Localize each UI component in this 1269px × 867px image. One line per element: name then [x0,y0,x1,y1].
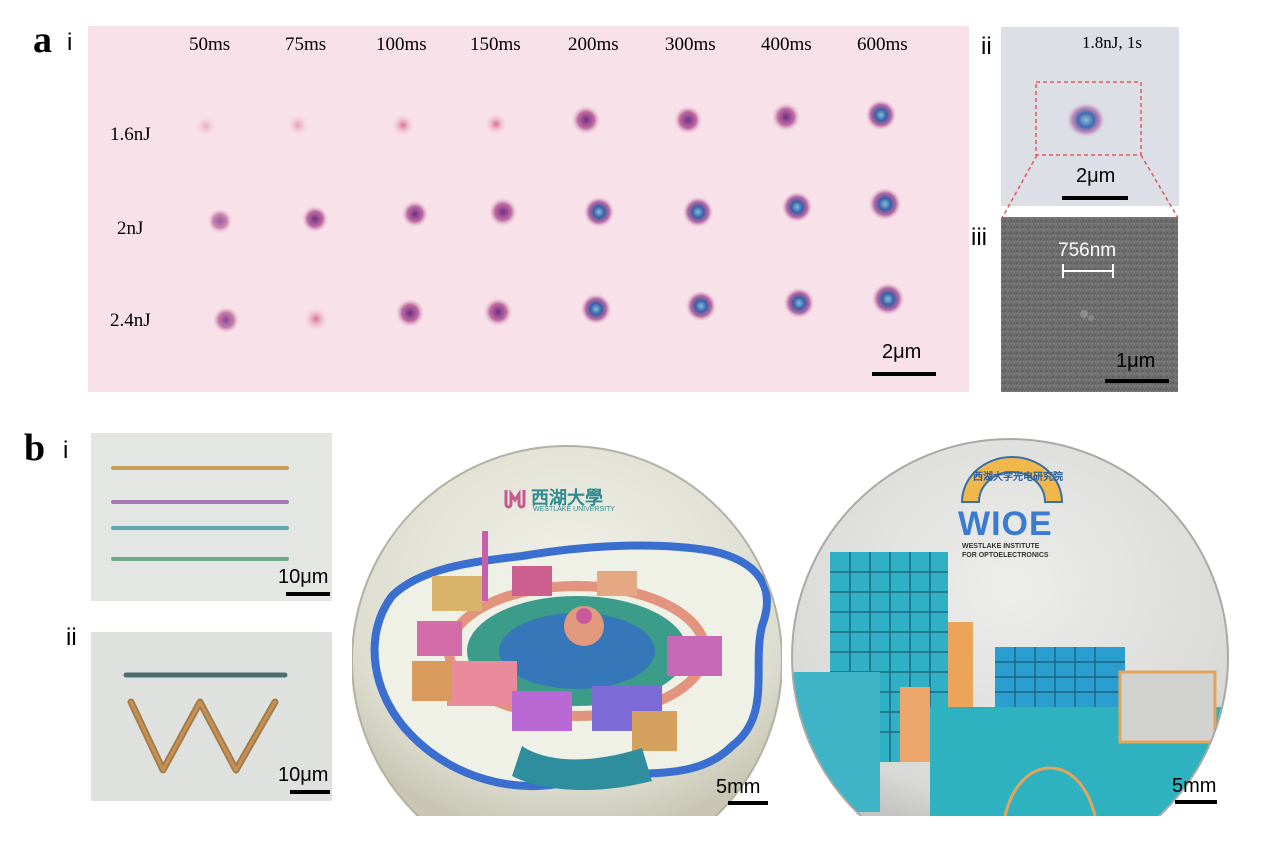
measure-bar-756nm [1062,264,1114,278]
optical-image-lines [91,433,332,601]
panel-b-sub-i: i [63,437,69,464]
scale-label-a-i: 2μm [882,341,922,363]
dot-row-2nJ [207,187,902,234]
zoom-connector-lines [1001,154,1179,219]
w-logo-icon [504,489,526,509]
institute-subtitle-2: FOR OPTOELECTRONICS [962,552,1049,559]
dot-row-2.4nJ [212,282,905,334]
scale-bar-a-iii [1105,379,1169,383]
sem-image [1001,217,1178,392]
scale-bar-b-i [286,592,330,596]
dot-row-1.6nJ [195,99,897,137]
scale-label-c: 5mm [716,776,761,798]
wioe-logo: WIOE [958,505,1053,543]
scale-label-a-ii: 2μm [1076,165,1116,187]
westlake-university-logo: 西湖大學 WESTLAKE UNIVERSITY [503,484,633,520]
scale-bar-c [728,801,768,805]
scale-label-a-iii: 1μm [1116,350,1156,372]
panel-a-sub-ii: ii [981,33,992,60]
energy-label-2nJ: 2nJ [117,218,144,239]
time-label-200ms: 200ms [568,34,619,55]
institute-subtitle-1: WESTLAKE INSTITUTE [962,543,1040,550]
optical-image-dot-array [88,26,969,392]
wafer-campus-image [352,436,782,816]
scale-label-b-ii: 10μm [278,764,329,786]
panel-b-letter: b [24,427,46,469]
time-label-400ms: 400ms [761,34,812,55]
time-label-100ms: 100ms [376,34,427,55]
time-label-600ms: 600ms [857,34,908,55]
panel-b-sub-ii: ii [66,624,77,651]
optical-image-w-pattern [91,632,332,801]
logo-english-name: WESTLAKE UNIVERSITY [533,506,616,513]
scale-bar-a-i [872,372,936,376]
a-iii-measure-label: 756nm [1058,240,1117,261]
scale-label-d: 5mm [1172,775,1217,797]
time-label-75ms: 75ms [285,34,327,55]
energy-label-1.6nJ: 1.6nJ [110,124,151,145]
panel-a-sub-iii: iii [971,224,987,251]
panel-a-letter: a [33,19,52,61]
optical-image-single-dot [1001,27,1179,206]
time-label-300ms: 300ms [665,34,716,55]
scale-bar-b-ii [290,790,330,794]
scale-bar-d [1175,800,1217,804]
institute-arch-text: 西湖大学光电研究院 [973,472,1063,483]
energy-label-2.4nJ: 2.4nJ [110,310,151,331]
wafer-institute-image [790,432,1230,816]
logo-chinese-name: 西湖大學 [531,488,603,508]
panel-a-sub-i: i [67,29,73,56]
scale-bar-a-ii [1062,196,1128,200]
time-label-150ms: 150ms [470,34,521,55]
a-ii-condition-label: 1.8nJ, 1s [1082,33,1142,52]
time-label-50ms: 50ms [189,34,231,55]
scale-label-b-i: 10μm [278,566,329,588]
